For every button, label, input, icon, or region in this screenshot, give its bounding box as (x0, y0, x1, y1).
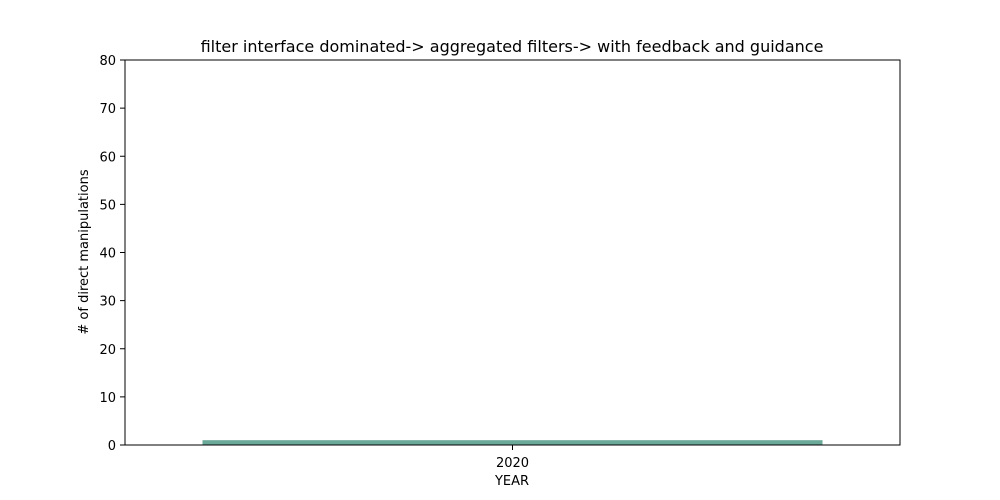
y-tick-label: 40 (99, 247, 116, 262)
bars-group (202, 440, 823, 445)
y-tick-label: 20 (99, 343, 116, 358)
x-axis-label: YEAR (494, 474, 529, 489)
x-tick-label: 2020 (496, 456, 529, 471)
y-tick-label: 50 (99, 198, 116, 213)
y-tick-label: 60 (99, 150, 116, 165)
chart-title: filter interface dominated-> aggregated … (201, 37, 824, 56)
bar-2020 (202, 440, 823, 445)
y-axis-label: # of direct manipulations (77, 169, 92, 334)
y-tick-label: 30 (99, 295, 116, 310)
plot-frame (124, 59, 901, 446)
y-tick-label: 10 (99, 391, 116, 406)
y-tick-label: 0 (108, 439, 116, 454)
y-tick-label: 80 (99, 54, 116, 69)
y-axis-ticks: 0 10 20 30 40 50 60 70 80 (99, 54, 125, 454)
x-axis-ticks: 2020 (496, 445, 529, 471)
y-tick-label: 70 (99, 102, 116, 117)
